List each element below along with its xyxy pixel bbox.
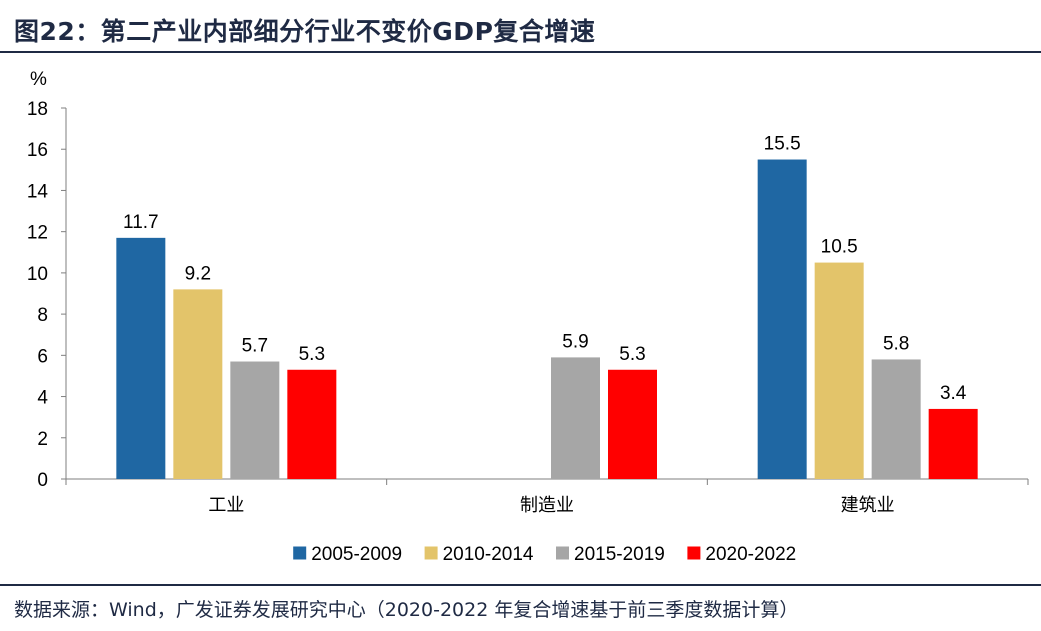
legend-label: 2015-2019 bbox=[574, 544, 665, 565]
y-tick-label: 6 bbox=[37, 346, 48, 367]
legend-label: 2010-2014 bbox=[443, 544, 534, 565]
bar bbox=[608, 369, 657, 479]
y-tick-label: 18 bbox=[27, 99, 48, 120]
legend-label: 2020-2022 bbox=[705, 544, 796, 565]
y-tick-label: 14 bbox=[27, 181, 49, 202]
legend-swatch bbox=[687, 546, 701, 560]
data-label: 11.7 bbox=[123, 212, 159, 233]
legend-swatch bbox=[556, 546, 569, 560]
bar bbox=[116, 237, 166, 479]
data-label: 5.3 bbox=[619, 344, 645, 365]
bar bbox=[871, 359, 921, 479]
y-axis-unit-label: % bbox=[30, 69, 47, 90]
y-tick-label: 4 bbox=[37, 388, 48, 409]
data-label: 5.8 bbox=[883, 333, 909, 354]
x-category-label: 工业 bbox=[208, 495, 244, 515]
legend-swatch bbox=[424, 546, 438, 560]
y-tick-label: 2 bbox=[37, 429, 48, 450]
source-note: 数据来源：Wind，广发证券发展研究中心（2020-2022 年复合增速基于前三… bbox=[14, 599, 799, 621]
y-tick-label: 16 bbox=[27, 140, 48, 161]
data-label: 5.3 bbox=[299, 344, 325, 365]
bar bbox=[814, 262, 864, 479]
x-category-label: 制造业 bbox=[520, 495, 574, 515]
x-category-label: 建筑业 bbox=[841, 495, 895, 515]
legend-swatch bbox=[293, 546, 307, 560]
title-divider bbox=[0, 51, 1041, 53]
legend: 2005-2009 2010-2014 2015-2019 2020-2022 bbox=[293, 544, 796, 565]
data-label: 15.5 bbox=[764, 134, 801, 155]
y-axis: 0 2 4 6 8 10 12 14 16 18 bbox=[27, 99, 67, 491]
y-tick-label: 10 bbox=[27, 264, 48, 285]
data-label: 5.9 bbox=[562, 331, 588, 352]
y-tick-label: 8 bbox=[37, 305, 48, 326]
bar bbox=[757, 159, 807, 479]
bar bbox=[551, 357, 600, 479]
y-tick-label: 0 bbox=[37, 470, 48, 491]
bar bbox=[173, 289, 223, 479]
bar bbox=[928, 408, 978, 479]
y-tick-label: 12 bbox=[27, 223, 48, 244]
data-label: 5.7 bbox=[242, 336, 268, 357]
bars: 11.7 9.2 5.7 5.3 5.9 5.3 15.5 10.5 5.8 3.4 bbox=[116, 134, 978, 479]
bar bbox=[230, 361, 280, 479]
data-label: 10.5 bbox=[821, 237, 858, 258]
legend-label: 2005-2009 bbox=[311, 544, 402, 565]
x-axis: 工业 制造业 建筑业 bbox=[65, 478, 1029, 515]
source-divider bbox=[0, 584, 1041, 586]
bar-chart: % 0 2 4 6 8 10 12 14 16 18 工业 制造业 建筑业 11.7 9.2 5.7 5.3… bbox=[27, 69, 1029, 565]
bar bbox=[287, 369, 337, 479]
data-label: 3.4 bbox=[940, 383, 967, 404]
page-title: 图22：第二产业内部细分行业不变价GDP复合增速 bbox=[14, 17, 596, 46]
data-label: 9.2 bbox=[185, 263, 211, 284]
